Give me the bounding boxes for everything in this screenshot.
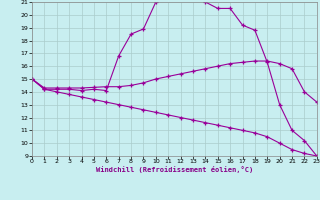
X-axis label: Windchill (Refroidissement éolien,°C): Windchill (Refroidissement éolien,°C) bbox=[96, 166, 253, 173]
